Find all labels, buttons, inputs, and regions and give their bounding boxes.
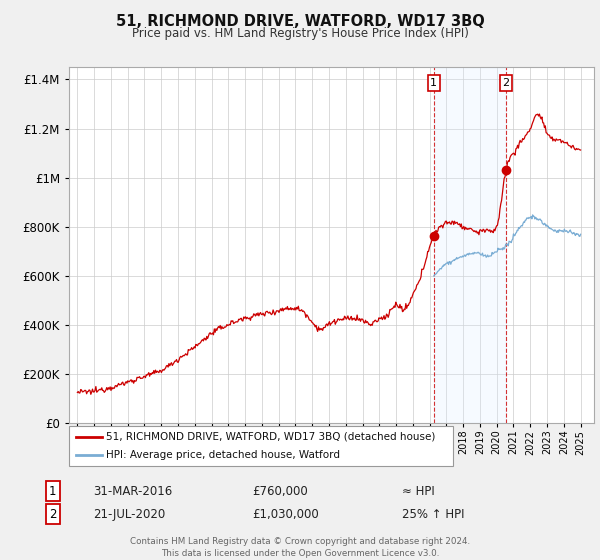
Text: £760,000: £760,000 xyxy=(252,484,308,498)
Text: 1: 1 xyxy=(49,484,56,498)
Text: 2: 2 xyxy=(49,507,56,521)
Text: 51, RICHMOND DRIVE, WATFORD, WD17 3BQ: 51, RICHMOND DRIVE, WATFORD, WD17 3BQ xyxy=(116,14,484,29)
Text: ≈ HPI: ≈ HPI xyxy=(402,484,435,498)
Text: 51, RICHMOND DRIVE, WATFORD, WD17 3BQ (detached house): 51, RICHMOND DRIVE, WATFORD, WD17 3BQ (d… xyxy=(106,432,436,442)
Text: £1,030,000: £1,030,000 xyxy=(252,507,319,521)
Text: 31-MAR-2016: 31-MAR-2016 xyxy=(93,484,172,498)
Text: Price paid vs. HM Land Registry's House Price Index (HPI): Price paid vs. HM Land Registry's House … xyxy=(131,27,469,40)
Text: 1: 1 xyxy=(430,78,437,88)
Text: 2: 2 xyxy=(502,78,509,88)
Bar xyxy=(434,67,506,423)
Text: 25% ↑ HPI: 25% ↑ HPI xyxy=(402,507,464,521)
Text: HPI: Average price, detached house, Watford: HPI: Average price, detached house, Watf… xyxy=(106,450,340,460)
Text: Contains HM Land Registry data © Crown copyright and database right 2024.
This d: Contains HM Land Registry data © Crown c… xyxy=(130,537,470,558)
Text: 21-JUL-2020: 21-JUL-2020 xyxy=(93,507,165,521)
